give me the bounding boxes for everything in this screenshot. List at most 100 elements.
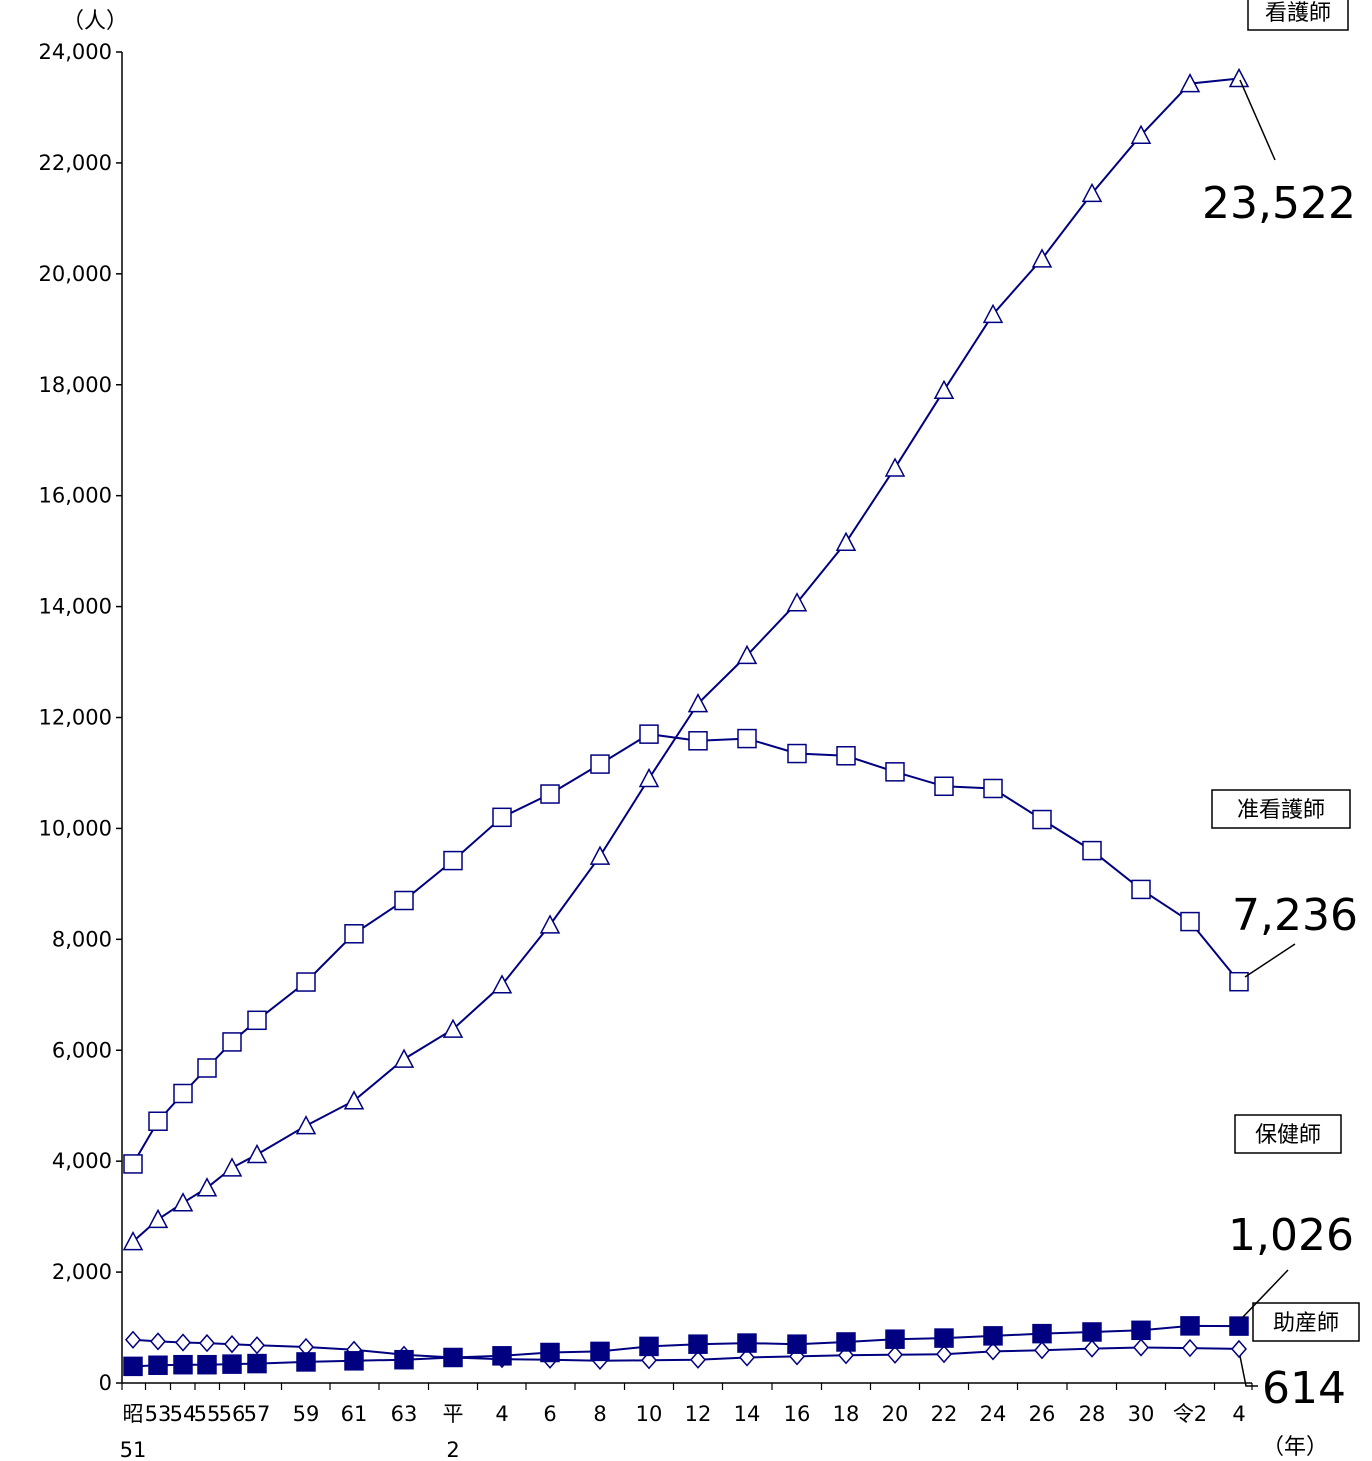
data-point: [1031, 248, 1053, 268]
data-point: [590, 1341, 610, 1362]
data-point: [1032, 1323, 1052, 1344]
data-point: [394, 1349, 414, 1370]
data-point: [639, 1336, 659, 1357]
data-point: [739, 1348, 755, 1367]
data-point: [175, 1333, 191, 1352]
legend-hokenshi: 保健師: [1234, 1114, 1342, 1154]
data-point: [835, 531, 857, 552]
data-point: [690, 1350, 706, 1369]
data-point: [173, 1354, 193, 1375]
data-point: [539, 914, 561, 934]
data-point: [1180, 1316, 1200, 1336]
data-point: [540, 1342, 560, 1363]
data-point: [222, 1354, 242, 1374]
data-point: [123, 1356, 143, 1377]
x-tick-label: 4: [495, 1402, 508, 1426]
data-point: [1179, 73, 1201, 93]
data-point: [221, 1157, 243, 1177]
data-point: [983, 1326, 1003, 1346]
data-point: [197, 1058, 217, 1078]
data-point: [393, 1048, 415, 1068]
data-point: [936, 1345, 952, 1364]
data-point: [150, 1332, 166, 1351]
y-axis-unit-label: （人）: [62, 9, 128, 34]
x-tick-label: 61: [341, 1402, 368, 1426]
y-axis-ticks: 0 2,000 4,000 6,000 8,000 10,000 12,000 14,000 1…: [39, 40, 122, 1395]
x-tick-label: 4: [1232, 1402, 1245, 1426]
y-tick-label: 18,000: [39, 373, 112, 397]
data-point: [247, 1010, 267, 1031]
data-point: [1131, 1320, 1151, 1341]
data-point: [199, 1333, 215, 1353]
data-point: [1082, 1322, 1102, 1342]
data-point: [344, 1351, 364, 1371]
data-point: [737, 1333, 757, 1353]
x-tick-label: 18: [833, 1402, 860, 1426]
svg-text:1,026: 1,026: [1228, 1210, 1354, 1261]
x-tick-label: 16: [784, 1402, 811, 1426]
data-point: [172, 1192, 194, 1212]
x-tick-label: 22: [931, 1402, 958, 1426]
data-point: [885, 1329, 905, 1349]
series-0: [122, 67, 1250, 1251]
data-point: [148, 1355, 168, 1376]
data-point: [123, 1154, 143, 1174]
data-point: [1133, 1338, 1149, 1357]
x-tick-label: 63: [391, 1402, 418, 1426]
data-point: [786, 592, 808, 612]
data-point: [688, 731, 708, 751]
callout-kango: 23,522: [1202, 79, 1356, 229]
data-point: [639, 724, 659, 744]
y-tick-label: 12,000: [39, 706, 112, 730]
x-tick-label: 昭 51: [120, 1402, 147, 1461]
data-point: [1082, 840, 1102, 861]
data-point: [1229, 1316, 1249, 1336]
legend-kango: 看護師: [1247, 0, 1349, 31]
data-point: [492, 1346, 512, 1366]
data-point: [836, 1332, 856, 1352]
data-point: [737, 728, 757, 749]
data-point: [296, 972, 316, 992]
series-3: [123, 1316, 1249, 1377]
x-tick-label: 10: [636, 1402, 663, 1426]
data-point: [295, 1115, 317, 1135]
data-point: [540, 784, 560, 804]
data-point: [1131, 879, 1151, 900]
data-point: [736, 644, 758, 665]
data-point: [1231, 1339, 1247, 1359]
data-point: [590, 754, 610, 774]
data-point: [638, 767, 660, 788]
data-point: [443, 850, 463, 871]
x-tick-label: 53: [145, 1402, 172, 1426]
svg-text:看護師: 看護師: [1265, 1, 1331, 26]
data-point: [884, 457, 906, 477]
data-point: [125, 1330, 141, 1349]
data-point: [934, 776, 954, 797]
series-line: [132, 733, 1240, 1165]
svg-text:23,522: 23,522: [1202, 178, 1356, 229]
y-tick-label: 4,000: [52, 1149, 112, 1173]
y-tick-label: 6,000: [52, 1038, 112, 1062]
x-tick-label: 57: [244, 1402, 271, 1426]
data-point: [394, 890, 414, 911]
y-tick-label: 10,000: [39, 816, 112, 840]
x-tick-label: 12: [685, 1402, 712, 1426]
data-point: [589, 845, 611, 865]
data-point: [247, 1353, 267, 1374]
data-point: [197, 1354, 217, 1375]
svg-text:助産師: 助産師: [1273, 1311, 1339, 1336]
series-1: [123, 724, 1249, 1174]
y-tick-label: 8,000: [52, 927, 112, 951]
x-tick-label: 56: [219, 1402, 246, 1426]
svg-text:保健師: 保健師: [1255, 1123, 1321, 1148]
data-point: [1228, 67, 1250, 88]
x-axis-unit-label: （年）: [1262, 1435, 1328, 1460]
x-tick-label: 令2: [1173, 1402, 1207, 1426]
data-point: [1081, 182, 1103, 203]
data-point: [983, 778, 1003, 799]
x-tick-label: 6: [543, 1402, 556, 1426]
y-tick-label: 24,000: [39, 40, 112, 64]
data-point: [196, 1177, 218, 1197]
